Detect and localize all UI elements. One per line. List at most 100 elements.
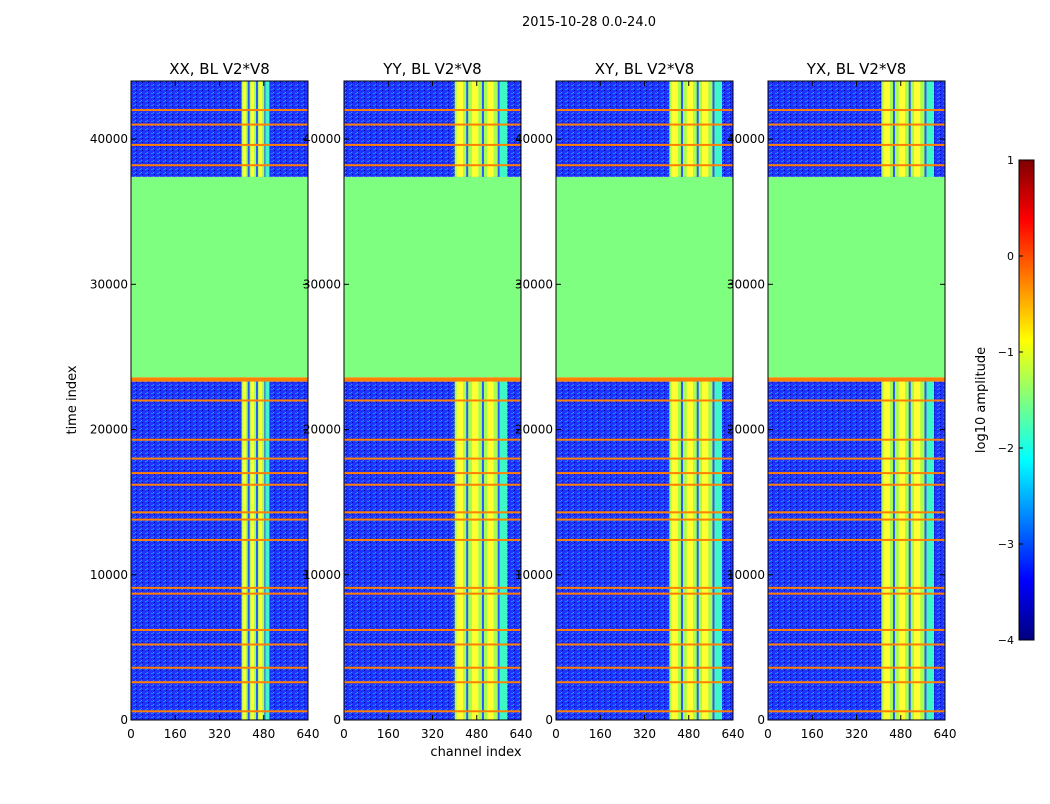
bright-row [768,438,945,441]
cold-column [256,381,259,720]
bright-row [556,164,733,167]
cold-column [924,381,927,720]
bright-row [131,538,308,541]
hot-column [913,81,921,177]
region-missing [556,176,733,378]
bright-row [768,538,945,541]
x-tick-label: 0 [127,727,135,741]
cold-column [264,81,267,177]
cold-column [712,81,715,177]
hot-column [456,81,464,177]
bright-row [344,109,521,112]
x-tick-label: 640 [510,727,533,741]
x-tick-label: 640 [297,727,320,741]
bright-row [344,681,521,684]
region-flag-edge [131,377,308,382]
hot-column [686,381,694,720]
hot-column-edge [714,81,722,177]
cold-column [247,81,250,177]
hot-column [487,81,494,177]
bright-row [344,538,521,541]
region-flag-edge [768,377,945,382]
y-tick-label: 20000 [515,423,553,437]
hot-column-edge [926,81,934,177]
hot-column [242,381,247,720]
hot-column-edge [714,381,722,720]
x-tick-label: 320 [845,727,868,741]
x-tick-label: 480 [465,727,488,741]
bright-row [556,628,733,631]
y-tick-label: 30000 [90,277,128,291]
hot-column [883,381,890,720]
y-axis-label: time index [65,365,80,434]
x-tick-label: 0 [764,727,772,741]
hot-column [250,81,255,177]
bright-row [131,109,308,112]
hot-column [883,81,890,177]
panel-title: YY, BL V2*V8 [382,60,481,78]
hot-column [701,81,709,177]
y-tick-label: 0 [333,713,341,727]
bright-row [556,681,733,684]
bright-row [344,143,521,146]
cold-column [247,381,250,720]
x-tick-label: 480 [677,727,700,741]
cold-column [892,81,895,177]
bright-row [768,399,945,402]
cold-column [466,381,469,720]
x-tick-label: 320 [208,727,231,741]
cold-column [924,81,927,177]
bright-row [556,483,733,486]
bright-row [344,586,521,589]
colorbar-tick-label: −3 [998,538,1014,551]
colorbar-gradient [1018,159,1035,641]
cold-column [696,381,699,720]
y-tick-label: 30000 [303,277,341,291]
bright-row [344,164,521,167]
bright-row [131,399,308,402]
colorbar-tick-label: −2 [998,442,1014,455]
hot-column [686,81,694,177]
bright-row [556,592,733,595]
y-tick-label: 10000 [90,568,128,582]
x-tick-label: 0 [552,727,560,741]
cold-column [696,81,699,177]
region-missing [344,176,521,378]
hot-column-edge [499,381,508,720]
hot-column-edge [926,381,934,720]
y-tick-label: 10000 [515,568,553,582]
bright-row [556,438,733,441]
bright-row [344,643,521,646]
y-tick-label: 40000 [90,132,128,146]
region-flag-edge [344,377,521,382]
bright-row [131,592,308,595]
hot-column [898,81,906,177]
hot-column [250,381,255,720]
y-tick-label: 0 [545,713,553,727]
hot-column-edge [499,81,508,177]
bright-row [556,586,733,589]
bright-row [131,483,308,486]
cold-column [712,381,715,720]
bright-row [344,472,521,475]
y-tick-label: 20000 [727,423,765,437]
bright-row [344,457,521,460]
hot-column [671,381,678,720]
bright-row [556,143,733,146]
bright-row [768,109,945,112]
hot-column [913,381,921,720]
bright-row [556,472,733,475]
hot-column [242,81,247,177]
x-tick-label: 160 [164,727,187,741]
x-tick-label: 160 [801,727,824,741]
cold-column [497,81,500,177]
bright-row [344,511,521,514]
x-tick-label: 320 [633,727,656,741]
cold-column [481,381,484,720]
cold-column [264,381,267,720]
bright-row [131,681,308,684]
bright-row [344,628,521,631]
colorbar-tick-label: 1 [1007,154,1014,167]
x-tick-label: 320 [421,727,444,741]
